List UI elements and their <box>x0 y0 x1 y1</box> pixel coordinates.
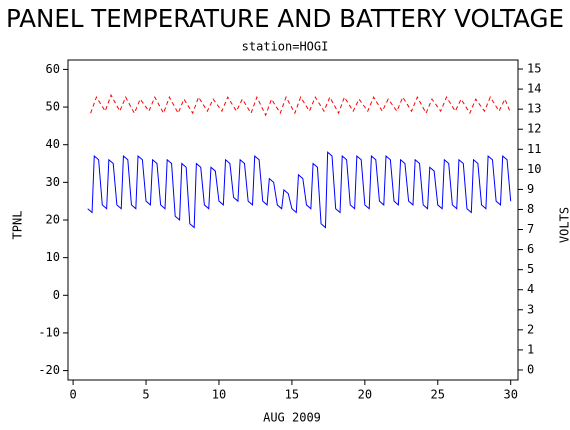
y2-tick-label: 11 <box>527 142 541 156</box>
y2-tick-label: 15 <box>527 62 541 76</box>
y2-tick-label: 0 <box>527 362 534 376</box>
y2-tick-label: 4 <box>527 282 534 296</box>
y-tick-label: 30 <box>46 175 60 189</box>
y2-tick-label: 8 <box>527 202 534 216</box>
plot-frame <box>67 59 519 381</box>
x-tick-label: 30 <box>503 388 517 402</box>
y2-tick-label: 7 <box>527 222 534 236</box>
y-axis-label: TPNL <box>11 211 25 240</box>
y2-tick-label: 1 <box>527 342 534 356</box>
x-tick-label: 0 <box>69 388 76 402</box>
x-tick-label: 5 <box>142 388 149 402</box>
y-tick-label: 20 <box>46 213 60 227</box>
y2-tick-label: 13 <box>527 102 541 116</box>
y2-tick-label: 12 <box>527 122 541 136</box>
y2-tick-label: 9 <box>527 182 534 196</box>
y-tick-label: 40 <box>46 137 60 151</box>
x-tick-label: 20 <box>358 388 372 402</box>
y2-axis-label: VOLTS <box>558 207 570 243</box>
subtitle: station=HOGI <box>242 40 329 54</box>
y2-tick-label: 6 <box>527 242 534 256</box>
x-axis-label: AUG 2009 <box>263 411 321 425</box>
y-tick-label: -20 <box>38 363 60 377</box>
y2-tick-label: 3 <box>527 302 534 316</box>
x-tick-label: 15 <box>285 388 299 402</box>
data-line <box>90 93 512 117</box>
chart-title: PANEL TEMPERATURE AND BATTERY VOLTAGE <box>6 4 564 33</box>
y2-tick-label: 2 <box>527 322 534 336</box>
y2-tick-label: 14 <box>527 82 541 96</box>
y2-tick-label: 10 <box>527 162 541 176</box>
x-tick-label: 25 <box>431 388 445 402</box>
y-tick-label: 0 <box>53 288 60 302</box>
y-tick-label: -10 <box>38 325 60 339</box>
y2-tick-label: 5 <box>527 262 534 276</box>
data-line <box>87 151 512 229</box>
x-tick-label: 10 <box>212 388 226 402</box>
y-tick-label: 10 <box>46 250 60 264</box>
y-tick-label: 50 <box>46 100 60 114</box>
y-tick-label: 60 <box>46 62 60 76</box>
